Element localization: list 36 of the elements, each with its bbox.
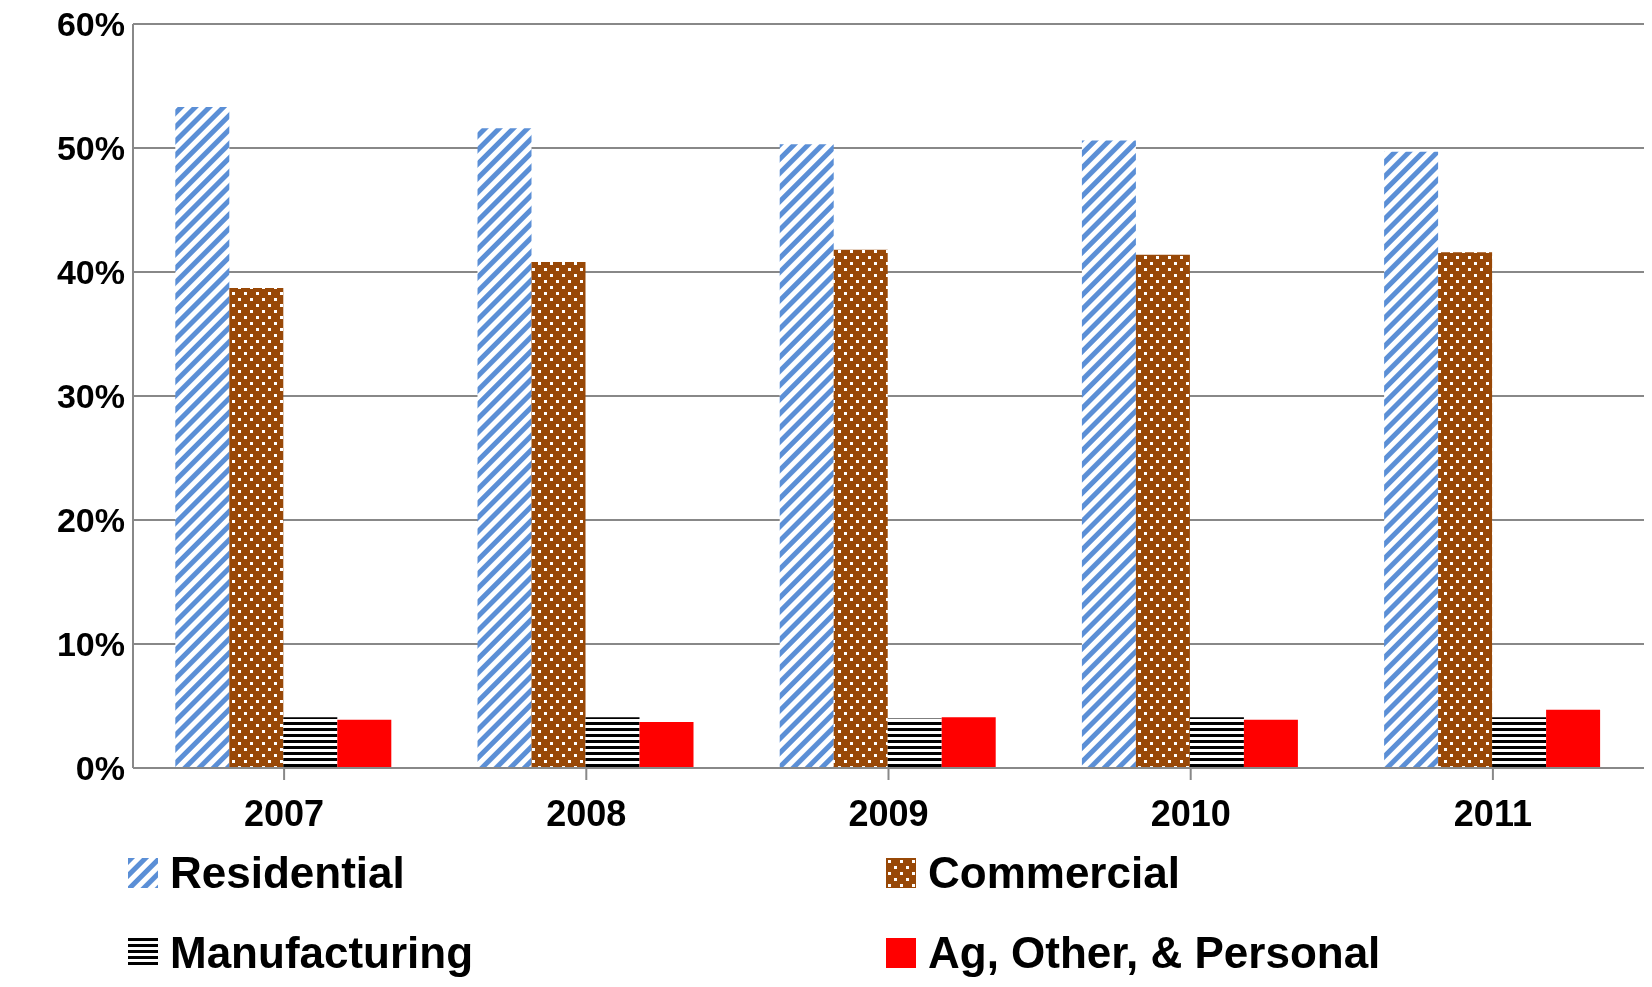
bar: [175, 107, 230, 768]
y-tick-label: 0%: [75, 749, 125, 788]
bar: [1135, 254, 1190, 768]
legend-label: Residential: [170, 848, 405, 898]
bar: [585, 717, 640, 768]
bar: [283, 717, 338, 768]
bar: [833, 249, 888, 768]
x-tick-label: 2011: [1453, 792, 1532, 834]
y-tick-label: 10%: [56, 625, 125, 664]
bar: [1384, 151, 1439, 768]
bar: [887, 718, 942, 768]
bar: [477, 128, 532, 768]
y-tick-label: 40%: [56, 253, 125, 292]
y-tick-label: 50%: [56, 129, 125, 168]
x-tick-label: 2008: [546, 792, 627, 834]
y-tick-label: 60%: [56, 5, 125, 44]
bar: [531, 262, 586, 768]
legend-label: Manufacturing: [170, 928, 474, 978]
legend-label: Ag, Other, & Personal: [928, 928, 1381, 978]
y-tick-label: 20%: [56, 501, 125, 540]
bar: [1492, 717, 1547, 768]
bar: [229, 288, 284, 768]
bar: [1189, 717, 1244, 768]
bar: [1243, 719, 1298, 768]
x-tick-label: 2010: [1150, 792, 1231, 834]
bar: [1438, 252, 1493, 768]
bar: [337, 719, 392, 768]
legend-label: Commercial: [928, 848, 1180, 898]
bar: [639, 722, 694, 768]
bar: [779, 144, 834, 768]
bar: [1546, 709, 1601, 768]
x-tick-label: 2007: [244, 792, 325, 834]
bar: [1081, 140, 1136, 768]
bar: [941, 717, 996, 768]
y-tick-label: 30%: [56, 377, 125, 416]
x-tick-label: 2009: [848, 792, 929, 834]
